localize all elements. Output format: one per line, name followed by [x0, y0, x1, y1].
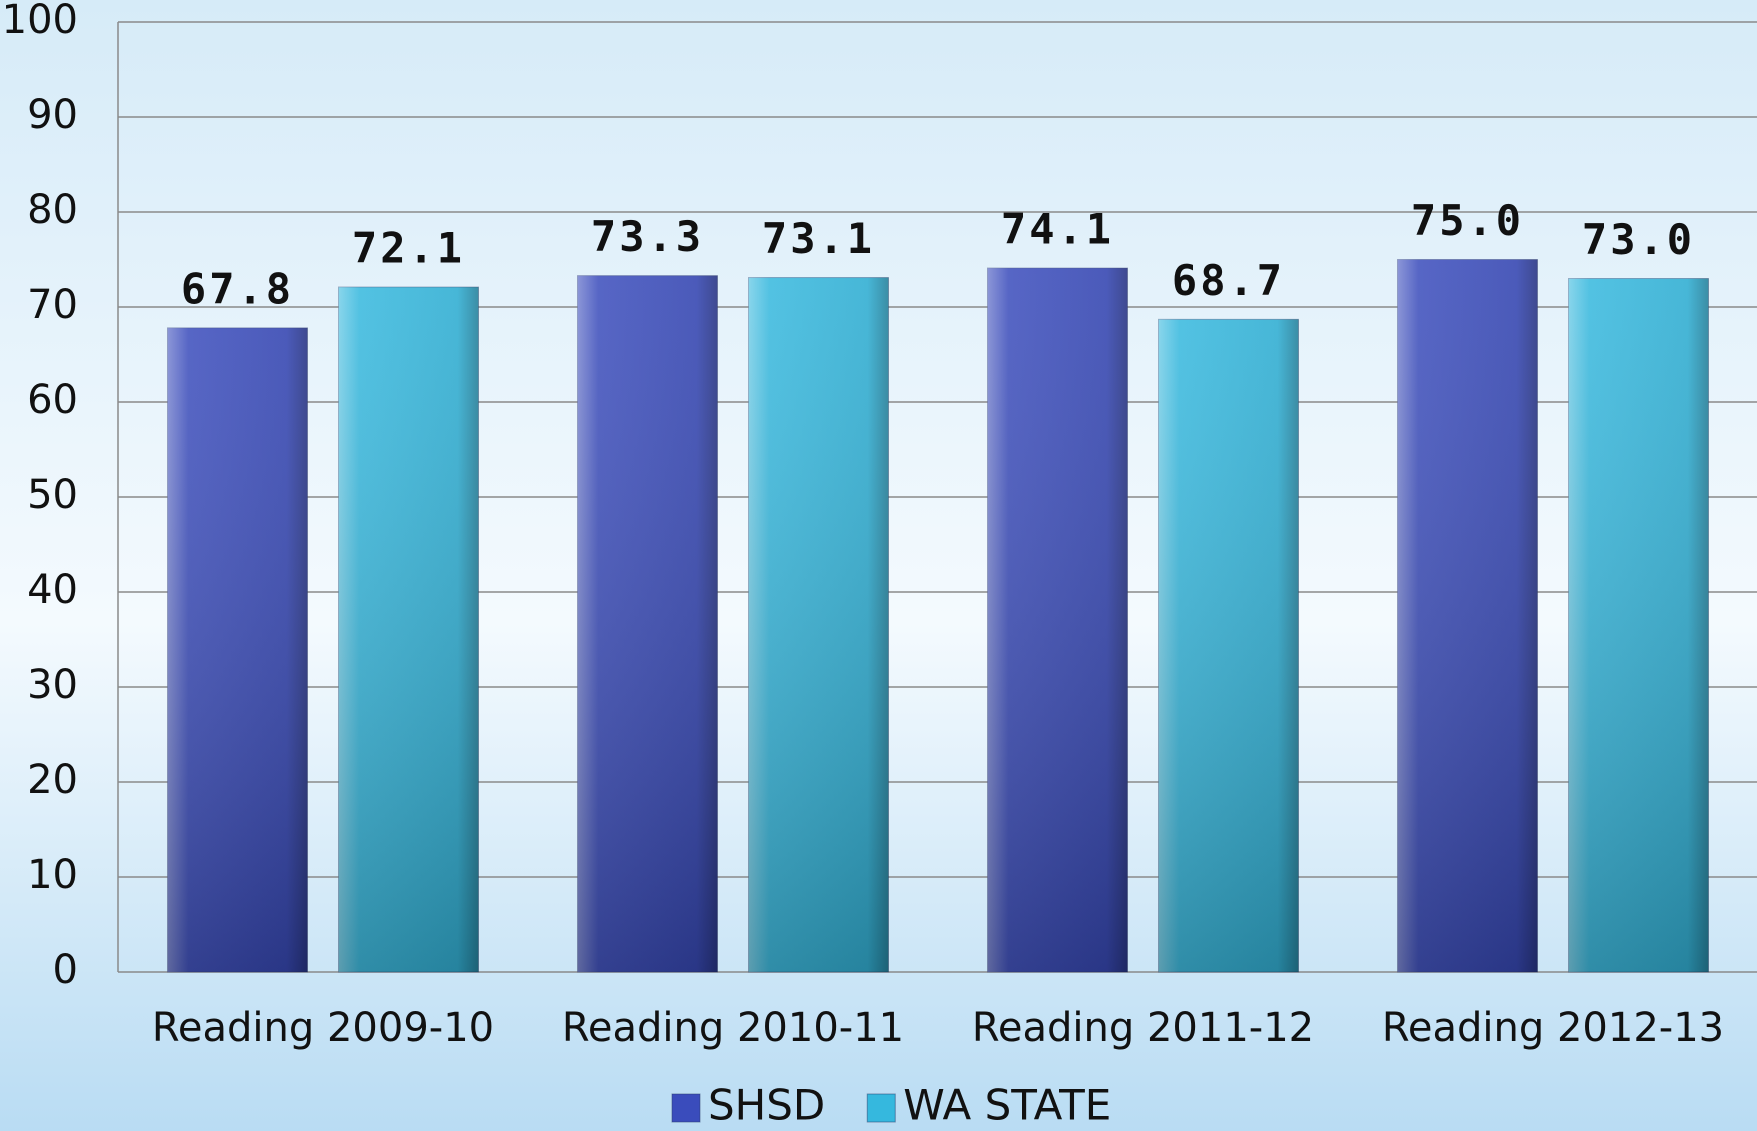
- y-tick-label: 80: [27, 187, 78, 233]
- y-tick-label: 90: [27, 92, 78, 138]
- value-label: 72.1: [352, 224, 465, 273]
- value-label: 67.8: [181, 264, 294, 313]
- y-tick-label: 20: [27, 757, 78, 803]
- bar: [748, 277, 889, 973]
- x-tick-label: Reading 2011-12: [972, 1005, 1314, 1051]
- bar: [338, 286, 479, 973]
- value-label: 73.0: [1582, 215, 1695, 264]
- value-label: 75.0: [1411, 196, 1524, 245]
- y-tick-label: 100: [2, 0, 78, 43]
- y-tick-label: 50: [27, 472, 78, 518]
- y-tick-label: 0: [53, 947, 78, 993]
- y-tick-label: 70: [27, 282, 78, 328]
- bar: [167, 327, 308, 973]
- x-tick-label: Reading 2012-13: [1382, 1005, 1724, 1051]
- legend-swatch: [866, 1093, 896, 1123]
- y-tick-label: 10: [27, 852, 78, 898]
- bar: [987, 267, 1128, 973]
- bar: [1397, 259, 1538, 973]
- y-tick-label: 30: [27, 662, 78, 708]
- x-tick-label: Reading 2009-10: [152, 1005, 494, 1051]
- bar: [1568, 278, 1709, 973]
- legend-swatch: [671, 1093, 701, 1123]
- value-label: 73.3: [591, 212, 704, 261]
- x-tick-label: Reading 2010-11: [562, 1005, 904, 1051]
- y-tick-label: 40: [27, 567, 78, 613]
- value-label: 74.1: [1001, 205, 1114, 254]
- y-tick-label: 60: [27, 377, 78, 423]
- bar: [577, 275, 718, 973]
- legend-label: SHSD: [708, 1081, 825, 1130]
- bar: [1158, 318, 1299, 973]
- value-label: 73.1: [762, 214, 875, 263]
- legend-label: WA STATE: [903, 1081, 1111, 1130]
- value-label: 68.7: [1172, 256, 1285, 305]
